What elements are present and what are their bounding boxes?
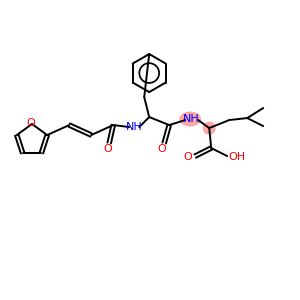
Text: O: O [158,144,167,154]
Text: O: O [184,152,193,162]
Text: NH: NH [126,122,142,132]
Ellipse shape [203,122,216,135]
Text: NH: NH [183,114,200,124]
Text: OH: OH [229,152,246,162]
Text: O: O [27,118,35,128]
Ellipse shape [179,112,201,127]
Text: O: O [104,144,112,154]
